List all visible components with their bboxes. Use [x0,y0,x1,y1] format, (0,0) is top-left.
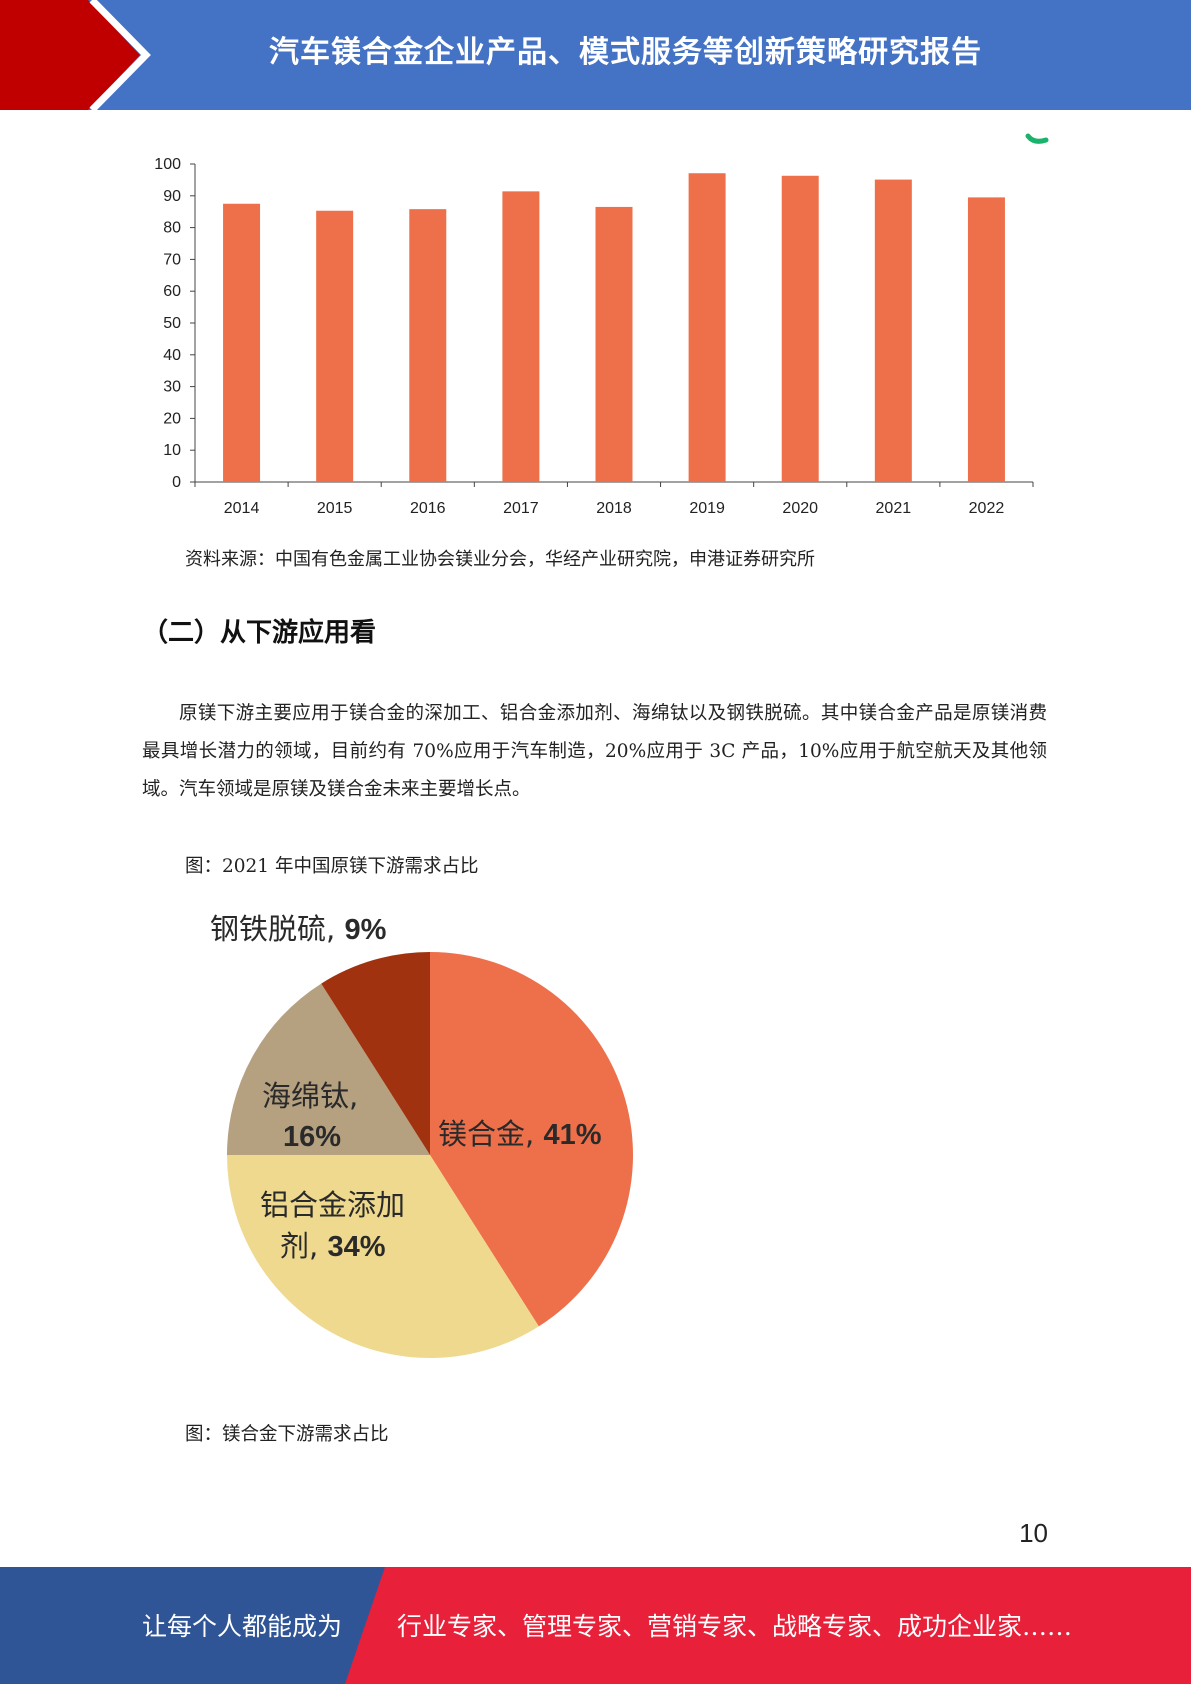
decorative-mark [1025,133,1049,144]
pie-label-name: 镁合金, [438,1117,543,1151]
pie-label: 海绵钛, [262,1079,358,1113]
x-tick-label: 2015 [317,500,353,517]
page-header: 汽车镁合金企业产品、模式服务等创新策略研究报告 [0,0,1191,110]
page-footer: 让每个人都能成为 行业专家、管理专家、营销专家、战略专家、成功企业家…… [0,1567,1191,1684]
bar-2019 [688,173,726,483]
pie-label-name: 钢铁脱硫, [210,912,344,946]
body-paragraph: 原镁下游主要应用于镁合金的深加工、铝合金添加剂、海绵钛以及钢铁脱硫。其中镁合金产… [142,695,1047,809]
bar-2015 [316,210,354,482]
pie-label-percent: 41% [543,1119,601,1151]
y-tick-label: 80 [163,220,181,237]
footer-slogan-left: 让每个人都能成为 [142,1612,343,1641]
bar-2021 [874,179,912,482]
pie-label: 剂, 34% [280,1229,386,1263]
x-tick-label: 2022 [969,500,1005,517]
y-tick-label: 50 [163,315,181,332]
y-tick-label: 60 [163,283,181,300]
bar-2014 [223,203,261,482]
footer-slogan-right: 行业专家、管理专家、营销专家、战略专家、成功企业家…… [397,1612,1073,1641]
y-tick-label: 100 [154,156,181,173]
x-tick-label: 2017 [503,500,539,517]
bar-2017 [502,191,540,482]
x-tick-label: 2021 [876,500,912,517]
pie-slice-2 [227,983,430,1155]
pie-label-name: 剂, [280,1229,327,1263]
y-tick-label: 70 [163,251,181,268]
pie-slice-0 [430,952,633,1327]
x-tick-label: 2018 [596,500,632,517]
pie-label: 钢铁脱硫, 9% [210,912,387,946]
x-tick-label: 2019 [689,500,725,517]
bar-2022 [967,197,1005,482]
pie-label-percent: 9% [344,914,386,946]
data-source: 资料来源：中国有色金属工业协会镁业分会，华经产业研究院，申港证券研究所 [185,549,815,570]
y-tick-label: 10 [163,442,181,459]
paragraph-text: 原镁下游主要应用于镁合金的深加工、铝合金添加剂、海绵钛以及钢铁脱硫。其中镁合金产… [142,703,1047,800]
pie-label: 16% [283,1121,341,1153]
bar-2018 [595,206,633,482]
bar-chart: 0 10 20 30 40 50 60 70 80 90 100 2014 2015 2016 2017 20… [154,156,1034,517]
section-heading: （二）从下游应用看 [142,618,377,648]
next-figure-caption: 图：镁合金下游需求占比 [185,1424,389,1445]
pie-chart: 钢铁脱硫, 9% 海绵钛, 16% 镁合金, 41% 铝合金添加剂, 34% [210,912,633,1358]
pie-slice-3 [321,952,430,1155]
bar-2020 [781,175,819,482]
y-tick-label: 90 [163,188,181,205]
pie-label-percent: 34% [327,1231,385,1263]
pie-label: 铝合金添加 [260,1188,405,1222]
bar-2016 [409,209,447,482]
x-tick-label: 2016 [410,500,446,517]
pie-label: 镁合金, 41% [438,1117,602,1151]
pie-caption: 图：2021 年中国原镁下游需求占比 [185,856,479,877]
report-title: 汽车镁合金企业产品、模式服务等创新策略研究报告 [269,35,982,70]
y-tick-label: 0 [172,474,181,491]
page-number: 10 [1019,1518,1048,1548]
header-banner [0,0,1191,110]
x-tick-label: 2020 [782,500,818,517]
footer-banner [0,1567,1191,1684]
y-tick-label: 20 [163,410,181,427]
x-tick-label: 2014 [224,500,260,517]
y-tick-label: 30 [163,379,181,396]
y-tick-label: 40 [163,347,181,364]
pie-slice-1 [227,1155,539,1358]
